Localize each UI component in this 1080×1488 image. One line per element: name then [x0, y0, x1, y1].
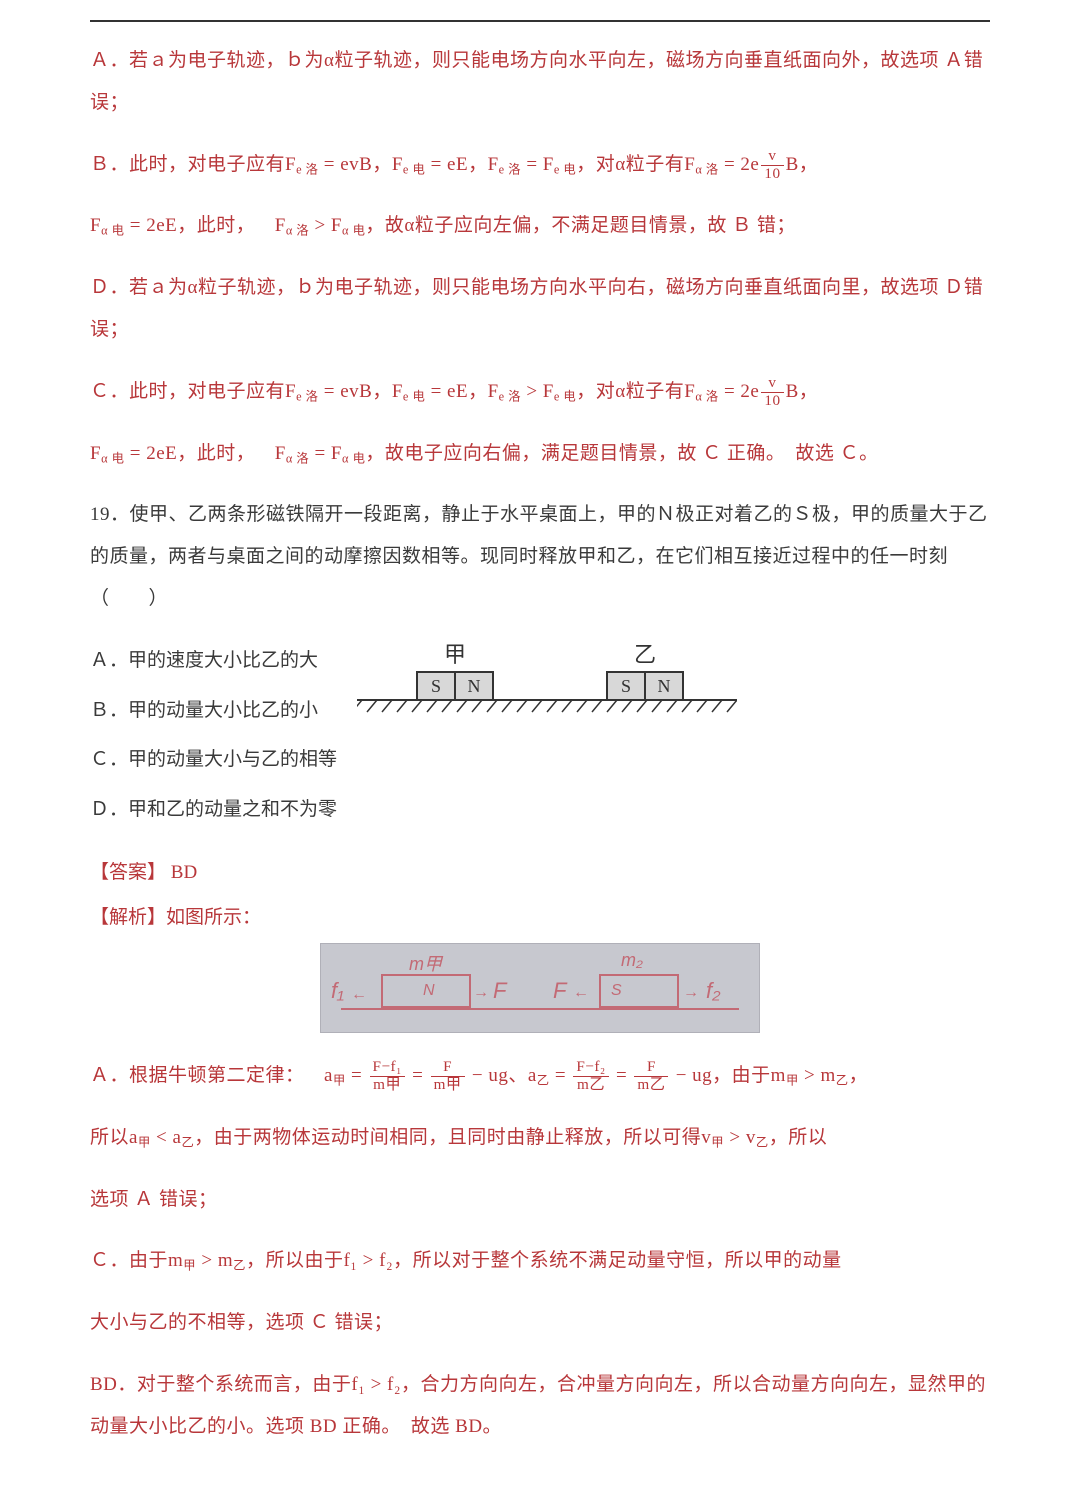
magnet-diagram: S N 甲 S N 乙: [357, 630, 990, 730]
svg-text:N: N: [468, 676, 481, 696]
solution-c-line2: 大小与乙的不相等，选项 Ｃ 错误；: [90, 1302, 990, 1344]
handdrawn-figure: f₁ ← m甲 N → F F ← m₂ S → f₂: [320, 943, 760, 1033]
svg-text:S: S: [621, 676, 631, 696]
solution-bd: BD．对于整个系统而言，由于f₁ > f₂，合力方向向左，合冲量方向向左，所以合…: [90, 1364, 990, 1448]
explanation-c-line2: Fα 电 = 2eE，此时， Fα 洛 = Fα 电，故电子应向右偏，满足题目情…: [90, 433, 990, 475]
solution-a-line2: 所以a甲 < a乙，由于两物体运动时间相同，且同时由静止释放，所以可得v甲 > …: [90, 1117, 990, 1159]
explanation-a: Ａ．若ａ为电子轨迹，ｂ为α粒子轨迹，则只能电场方向水平向左，磁场方向垂直纸面向外…: [90, 40, 990, 124]
q19-option-d: Ｄ．甲和乙的动量之和不为零: [90, 789, 337, 831]
explanation-b-line2: Fα 电 = 2eE，此时， Fα 洛 > Fα 电，故α粒子应向左偏，不满足题…: [90, 205, 990, 247]
top-rule: [90, 20, 990, 22]
explanation-c-line1: Ｃ．此时，对电子应有Fe 洛 = evB，Fe 电 = eE，Fe 洛 > Fe…: [90, 371, 990, 413]
solution-a-line3: 选项 Ａ 错误；: [90, 1179, 990, 1221]
analysis-label: 【解析】如图所示：: [90, 902, 990, 929]
explanation-d: Ｄ．若ａ为α粒子轨迹，ｂ为电子轨迹，则只能电场方向水平向右，磁场方向垂直纸面向里…: [90, 267, 990, 351]
q19-option-a: Ａ．甲的速度大小比乙的大: [90, 640, 337, 682]
q19-option-b: Ｂ．甲的动量大小比乙的小: [90, 690, 337, 732]
q19-stem: 19．使甲、乙两条形磁铁隔开一段距离，静止于水平桌面上，甲的Ｎ极正对着乙的Ｓ极，…: [90, 494, 990, 619]
svg-text:N: N: [658, 676, 671, 696]
svg-text:甲: 甲: [444, 642, 466, 667]
q19-option-c: Ｃ．甲的动量大小与乙的相等: [90, 739, 337, 781]
solution-a-line1: Ａ．根据牛顿第二定律： a甲 = F−f₁m甲 = Fm甲 − ug、a乙 = …: [90, 1055, 990, 1097]
svg-text:乙: 乙: [634, 642, 656, 667]
solution-c-line1: Ｃ．由于m甲 > m乙，所以由于f₁ > f₂，所以对于整个系统不满足动量守恒，…: [90, 1240, 990, 1282]
svg-text:S: S: [431, 676, 441, 696]
explanation-b-line1: Ｂ．此时，对电子应有Fe 洛 = evB，Fe 电 = eE，Fe 洛 = Fe…: [90, 144, 990, 186]
answer-line: 【答案】 BD: [90, 857, 990, 884]
